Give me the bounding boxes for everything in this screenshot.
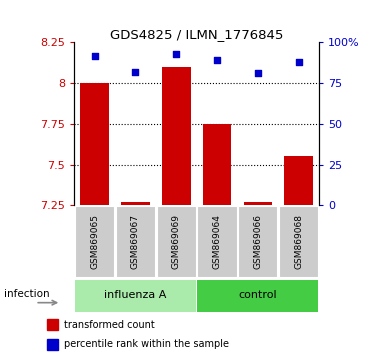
Point	[296, 59, 302, 65]
Text: GSM869064: GSM869064	[213, 214, 221, 269]
Text: infection: infection	[4, 289, 49, 299]
Text: percentile rank within the sample: percentile rank within the sample	[64, 339, 229, 349]
Bar	[279, 206, 318, 277]
Text: influenza A: influenza A	[104, 290, 167, 300]
Text: GSM869069: GSM869069	[172, 214, 181, 269]
Text: GSM869068: GSM869068	[294, 214, 303, 269]
Bar	[157, 206, 196, 277]
Text: GSM869065: GSM869065	[90, 214, 99, 269]
Text: GSM869066: GSM869066	[253, 214, 262, 269]
Bar	[47, 338, 58, 350]
Bar	[285, 156, 313, 205]
Bar	[47, 319, 58, 330]
Bar	[203, 124, 232, 205]
Point	[92, 53, 98, 58]
Bar	[75, 280, 196, 312]
Bar	[75, 206, 114, 277]
Bar	[121, 202, 150, 205]
Bar	[197, 206, 237, 277]
Bar	[238, 206, 278, 277]
Bar	[162, 67, 191, 205]
Bar	[197, 280, 318, 312]
Title: GDS4825 / ILMN_1776845: GDS4825 / ILMN_1776845	[110, 28, 283, 41]
Text: transformed count: transformed count	[64, 320, 154, 330]
Point	[214, 58, 220, 63]
Bar	[81, 83, 109, 205]
Bar	[116, 206, 155, 277]
Text: control: control	[239, 290, 277, 300]
Point	[255, 70, 261, 76]
Point	[132, 69, 138, 75]
Bar	[244, 202, 272, 205]
Point	[173, 51, 179, 57]
Text: GSM869067: GSM869067	[131, 214, 140, 269]
